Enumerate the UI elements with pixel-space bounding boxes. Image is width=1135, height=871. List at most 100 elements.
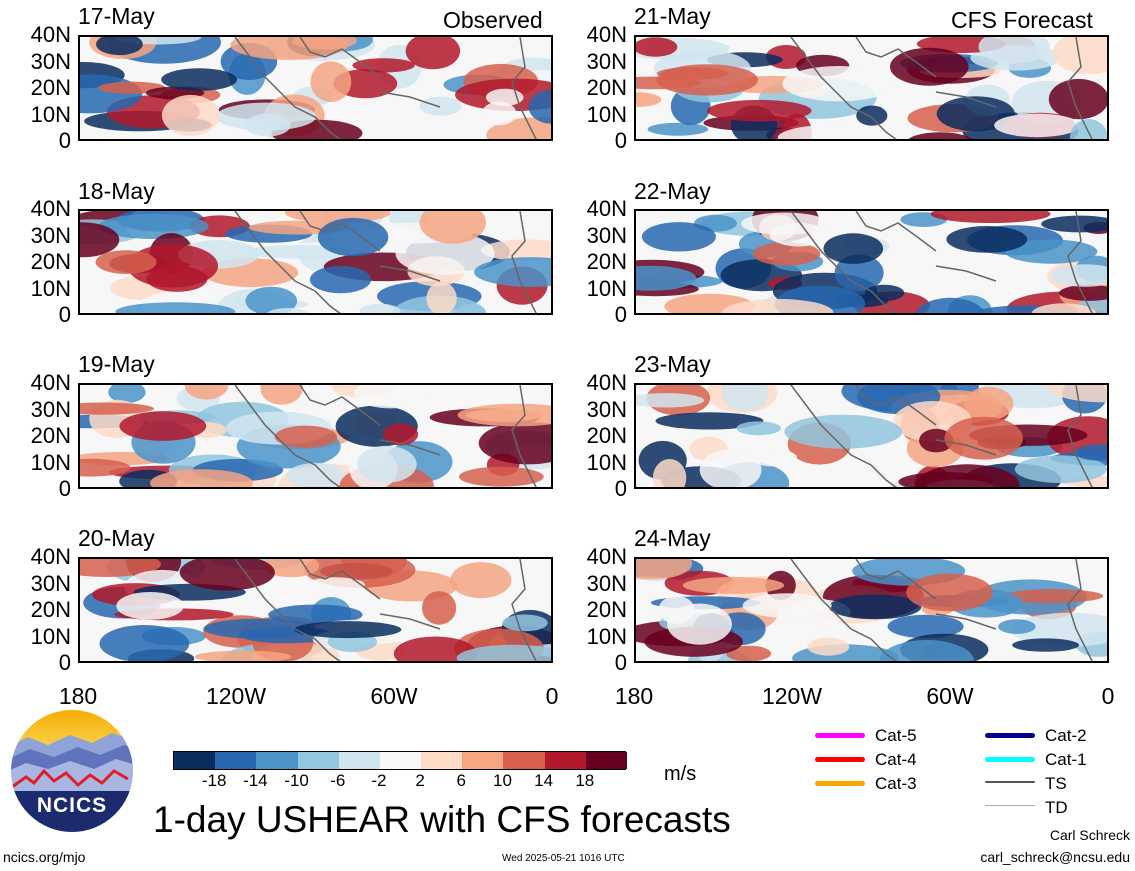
- date-label-fcst-4: 24-May: [634, 525, 711, 551]
- y-tick-label: 10N: [586, 275, 627, 301]
- colorbar-tick-label: -10: [284, 771, 309, 790]
- y-tick-label: 30N: [30, 570, 71, 596]
- legend-line-cat-1: [985, 757, 1035, 762]
- shear-map: [636, 385, 1107, 487]
- logo-text: NCICS: [36, 794, 108, 817]
- date-label-fcst-3: 23-May: [634, 351, 711, 377]
- y-tick-label: 0: [58, 650, 71, 675]
- colorbar-tick-label: -6: [330, 771, 346, 790]
- x-tick-obs-180: 180: [58, 683, 98, 709]
- author-email[interactable]: carl_schreck@ncsu.edu: [980, 849, 1130, 865]
- y-tick-label: 10N: [30, 623, 71, 649]
- colorbar-swatch: [421, 752, 463, 769]
- y-tick-label: 30N: [30, 222, 71, 248]
- y-tick-label: 40N: [586, 22, 627, 47]
- x-tick-fcst-60w: 60W: [926, 683, 974, 709]
- colorbar-tick-label: 18: [575, 771, 595, 790]
- y-tick-label: 30N: [30, 396, 71, 422]
- date-label-obs-3: 19-May: [78, 351, 155, 377]
- date-label-obs-1: 17-May: [78, 3, 155, 29]
- legend-label: Cat-4: [875, 750, 917, 769]
- shear-map: [80, 211, 551, 313]
- y-tick-label: 0: [614, 476, 627, 501]
- x-tick-obs-120w: 120W: [205, 683, 267, 709]
- y-tick-label: 10N: [30, 275, 71, 301]
- shear-map: [80, 559, 551, 661]
- y-tick-label: 20N: [586, 75, 627, 100]
- website-link[interactable]: ncics.org/mjo: [3, 849, 86, 865]
- shear-map: [636, 211, 1107, 313]
- x-tick-fcst-0: 0: [1101, 683, 1115, 709]
- y-tick-label: 30N: [586, 222, 627, 248]
- y-tick-label: 0: [58, 128, 71, 153]
- colorbar-swatch: [462, 752, 504, 769]
- map-panel-fcst-4: [634, 557, 1109, 663]
- colorbar-swatch: [174, 752, 216, 769]
- legend-line-cat-5: [815, 733, 865, 738]
- date-label-fcst-1: 21-May: [634, 3, 711, 29]
- y-tick-label: 40N: [30, 196, 71, 221]
- colorbar: [173, 751, 628, 770]
- y-tick-label: 10N: [586, 101, 627, 127]
- x-tick-obs-0: 0: [545, 683, 559, 709]
- y-tick-label: 0: [58, 302, 71, 327]
- date-label-obs-4: 20-May: [78, 525, 155, 551]
- author-name: Carl Schreck: [1049, 827, 1130, 843]
- y-tick-label: 30N: [586, 396, 627, 422]
- colorbar-tick-label: -18: [201, 771, 227, 790]
- y-tick-label: 0: [614, 650, 627, 675]
- map-panel-obs-2: [78, 209, 553, 315]
- colorbar-tick-label: 2: [415, 771, 425, 790]
- y-tick-label: 0: [58, 476, 71, 501]
- date-label-fcst-2: 22-May: [634, 178, 711, 204]
- y-tick-label: 20N: [586, 423, 627, 448]
- map-panel-fcst-1: [634, 35, 1109, 141]
- map-panel-fcst-3: [634, 383, 1109, 489]
- observed-title: Observed: [443, 7, 543, 33]
- y-tick-label: 10N: [586, 623, 627, 649]
- y-tick-label: 40N: [586, 196, 627, 221]
- legend-label: TS: [1045, 774, 1067, 793]
- map-panel-obs-4: [78, 557, 553, 663]
- y-tick-label: 0: [614, 128, 627, 153]
- y-tick-label: 10N: [30, 101, 71, 127]
- colorbar-tick-label: 6: [456, 771, 466, 790]
- y-tick-label: 20N: [30, 423, 71, 448]
- colorbar-swatch: [256, 752, 299, 769]
- colorbar-swatch: [585, 752, 628, 769]
- map-panel-fcst-2: [634, 209, 1109, 315]
- legend-label: Cat-1: [1045, 750, 1087, 769]
- date-label-obs-2: 18-May: [78, 178, 155, 204]
- y-tick-label: 30N: [30, 48, 71, 74]
- ncics-logo-icon: [9, 708, 135, 834]
- legend-label: TD: [1045, 798, 1068, 817]
- ncics-logo: NCICS: [8, 707, 136, 835]
- y-tick-label: 10N: [586, 449, 627, 475]
- x-tick-obs-60w: 60W: [370, 683, 418, 709]
- map-panel-obs-1: [78, 35, 553, 141]
- legend-line-td: [985, 805, 1035, 806]
- colorbar-swatch: [297, 752, 340, 769]
- shear-map: [80, 385, 551, 487]
- y-tick-label: 40N: [586, 544, 627, 569]
- timestamp: Wed 2025-05-21 1016 UTC: [502, 853, 625, 864]
- y-tick-label: 40N: [30, 370, 71, 395]
- y-tick-label: 40N: [30, 22, 71, 47]
- legend-line-cat-2: [985, 733, 1035, 738]
- colorbar-tick-label: -2: [371, 771, 387, 790]
- legend-label: Cat-3: [875, 774, 917, 793]
- legend-label: Cat-2: [1045, 726, 1087, 745]
- y-tick-label: 20N: [30, 249, 71, 274]
- x-tick-fcst-120w: 120W: [761, 683, 823, 709]
- legend-line-ts: [985, 781, 1035, 783]
- y-tick-label: 10N: [30, 449, 71, 475]
- legend-line-cat-3: [815, 781, 865, 786]
- y-tick-label: 30N: [586, 48, 627, 74]
- colorbar-tick-label: 10: [492, 771, 512, 790]
- y-tick-label: 40N: [30, 544, 71, 569]
- map-panel-obs-3: [78, 383, 553, 489]
- colorbar-swatch: [503, 752, 546, 769]
- units-label: m/s: [664, 763, 697, 785]
- y-tick-label: 0: [614, 302, 627, 327]
- colorbar-tick-label: -14: [243, 771, 268, 790]
